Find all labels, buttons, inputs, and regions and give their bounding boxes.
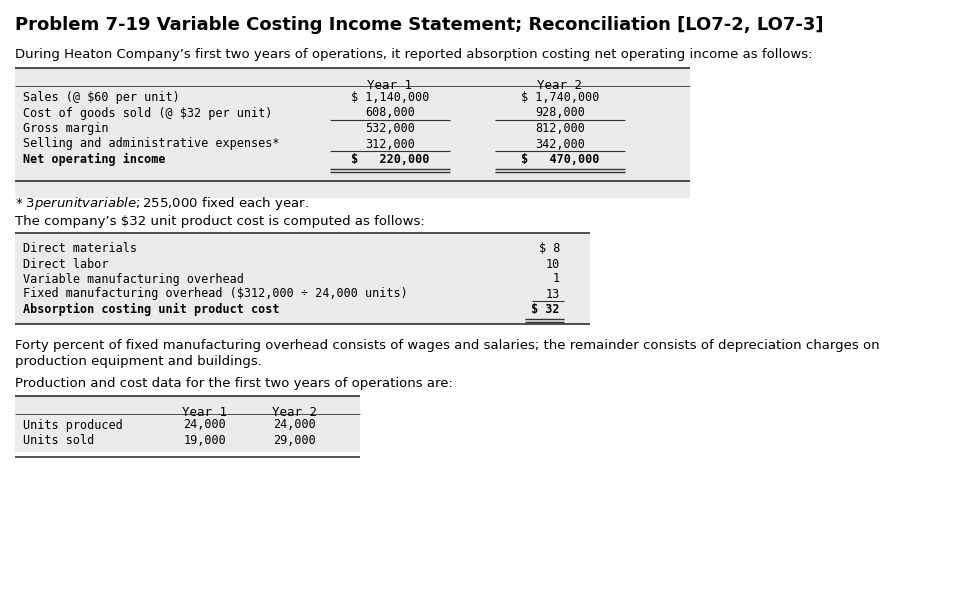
Text: 24,000: 24,000	[183, 419, 226, 432]
Text: Units produced: Units produced	[23, 419, 123, 432]
Text: 29,000: 29,000	[273, 433, 316, 446]
Text: 608,000: 608,000	[364, 106, 415, 120]
Text: 342,000: 342,000	[535, 138, 584, 150]
Text: Gross margin: Gross margin	[23, 122, 109, 135]
Text: Sales (@ $60 per unit): Sales (@ $60 per unit)	[23, 91, 179, 104]
Text: The company’s $32 unit product cost is computed as follows:: The company’s $32 unit product cost is c…	[15, 214, 424, 228]
Text: Fixed manufacturing overhead ($312,000 ÷ 24,000 units): Fixed manufacturing overhead ($312,000 ÷…	[23, 287, 407, 300]
Text: Selling and administrative expenses*: Selling and administrative expenses*	[23, 138, 279, 150]
Text: Absorption costing unit product cost: Absorption costing unit product cost	[23, 303, 279, 316]
Bar	[15, 68, 689, 198]
Text: production equipment and buildings.: production equipment and buildings.	[15, 356, 262, 368]
Text: * $3 per unit variable; $255,000 fixed each year.: * $3 per unit variable; $255,000 fixed e…	[15, 195, 308, 211]
Text: $ 8: $ 8	[538, 243, 559, 255]
Text: Net operating income: Net operating income	[23, 153, 166, 166]
Text: Units sold: Units sold	[23, 433, 94, 446]
Text: $ 32: $ 32	[531, 303, 559, 316]
Text: 13: 13	[546, 287, 559, 300]
Text: 1: 1	[552, 273, 559, 286]
Bar	[15, 395, 359, 451]
Text: Direct labor: Direct labor	[23, 257, 109, 271]
Text: 24,000: 24,000	[273, 419, 316, 432]
Text: $ 1,140,000: $ 1,140,000	[351, 91, 428, 104]
Text: Variable manufacturing overhead: Variable manufacturing overhead	[23, 273, 243, 286]
Text: Year 1: Year 1	[367, 79, 412, 92]
Text: Problem 7-19 Variable Costing Income Statement; Reconciliation [LO7-2, LO7-3]: Problem 7-19 Variable Costing Income Sta…	[15, 16, 823, 34]
Text: 928,000: 928,000	[535, 106, 584, 120]
Text: During Heaton Company’s first two years of operations, it reported absorption co: During Heaton Company’s first two years …	[15, 48, 812, 61]
Text: 10: 10	[546, 257, 559, 271]
Text: Direct materials: Direct materials	[23, 243, 137, 255]
Text: Year 2: Year 2	[537, 79, 582, 92]
Text: 312,000: 312,000	[364, 138, 415, 150]
Text: $   220,000: $ 220,000	[351, 153, 428, 166]
Text: Cost of goods sold (@ $32 per unit): Cost of goods sold (@ $32 per unit)	[23, 106, 272, 120]
Text: Production and cost data for the first two years of operations are:: Production and cost data for the first t…	[15, 378, 453, 391]
Text: $   470,000: $ 470,000	[520, 153, 599, 166]
Text: 532,000: 532,000	[364, 122, 415, 135]
Bar	[15, 233, 589, 325]
Text: Year 2: Year 2	[272, 406, 317, 419]
Text: 812,000: 812,000	[535, 122, 584, 135]
Text: $ 1,740,000: $ 1,740,000	[520, 91, 599, 104]
Text: Year 1: Year 1	[182, 406, 228, 419]
Text: 19,000: 19,000	[183, 433, 226, 446]
Text: Forty percent of fixed manufacturing overhead consists of wages and salaries; th: Forty percent of fixed manufacturing ove…	[15, 340, 879, 352]
